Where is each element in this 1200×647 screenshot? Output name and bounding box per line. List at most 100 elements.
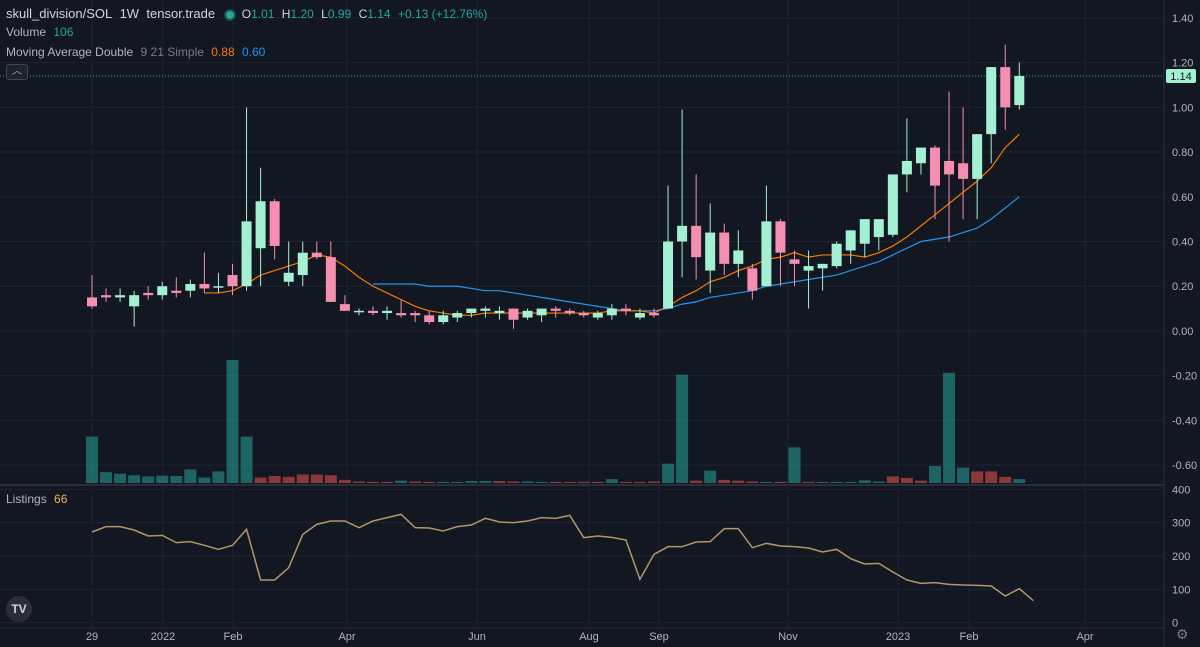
candle-body xyxy=(185,283,196,291)
volume-bar xyxy=(128,475,141,483)
time-tick-label: 2022 xyxy=(151,631,175,643)
listings-label: Listings xyxy=(6,492,47,506)
symbol-name[interactable]: skull_division/SOL xyxy=(6,6,113,21)
candle-body xyxy=(649,313,659,316)
candle-body xyxy=(424,315,435,322)
gear-icon[interactable]: ⚙ xyxy=(1176,626,1189,642)
volume-bar xyxy=(170,476,183,483)
time-tick-label: 29 xyxy=(86,631,98,643)
volume-bar xyxy=(310,474,323,483)
candle-body xyxy=(129,295,140,307)
volume-bar xyxy=(858,480,871,483)
candle-body xyxy=(972,134,983,179)
candle-body xyxy=(873,219,884,238)
chevron-up-icon: ︿ xyxy=(12,66,22,77)
candle-body xyxy=(283,272,294,282)
listings-line xyxy=(91,513,1034,602)
time-tick-label: Feb xyxy=(224,631,243,643)
last-price-tag xyxy=(1166,69,1196,84)
volume-bar xyxy=(732,480,745,483)
volume-value: 106 xyxy=(53,25,74,39)
candle-body xyxy=(382,310,393,314)
volume-bar xyxy=(774,481,787,483)
volume-bar xyxy=(100,472,113,483)
volume-bar xyxy=(479,481,492,483)
time-tick-label: 2023 xyxy=(886,631,910,643)
volume-bar xyxy=(142,476,155,483)
volume-bar xyxy=(746,481,759,483)
last-price-tag-label: 1.14 xyxy=(1170,71,1191,83)
tradingview-logo[interactable]: TV xyxy=(6,596,32,622)
candle-body xyxy=(958,163,969,179)
volume-legend[interactable]: Volume 106 xyxy=(6,25,77,39)
candle-body xyxy=(606,308,617,316)
candle-body xyxy=(522,310,533,318)
candle-body xyxy=(986,67,997,135)
volume-bar xyxy=(184,469,197,483)
interval-label[interactable]: 1W xyxy=(119,6,140,21)
candle-body xyxy=(157,286,168,296)
candle-body xyxy=(396,313,407,316)
candle-body xyxy=(101,295,112,298)
candle-body xyxy=(466,308,477,314)
change-value: +0.13 (+12.76%) xyxy=(397,7,488,21)
volume-bar xyxy=(507,481,520,483)
listings-legend[interactable]: Listings 66 xyxy=(6,492,71,506)
price-tick-label: 0.00 xyxy=(1172,326,1193,338)
candle-body xyxy=(508,308,519,320)
volume-bar xyxy=(395,480,408,483)
candle-body xyxy=(859,219,870,244)
volume-bar xyxy=(844,481,857,483)
candle-body xyxy=(255,201,266,249)
volume-bar xyxy=(690,480,703,483)
volume-bar xyxy=(198,477,211,483)
price-tick-label: 0.20 xyxy=(1172,281,1193,293)
volume-bar xyxy=(521,481,534,483)
volume-bar xyxy=(549,481,562,483)
collapse-legend-button[interactable]: ︿ xyxy=(6,64,28,80)
candle-body xyxy=(410,313,421,316)
candle-body xyxy=(789,259,800,264)
listings-pane xyxy=(91,513,1034,602)
low-value: 0.99 xyxy=(327,7,352,21)
candle-body xyxy=(775,221,786,253)
ma-slow-line xyxy=(373,196,1020,312)
price-tick-label: 1.20 xyxy=(1172,58,1193,70)
volume-bar xyxy=(282,476,295,483)
volume-label: Volume xyxy=(6,25,47,39)
candle-body xyxy=(803,266,814,271)
volume-bar xyxy=(676,374,689,483)
candle-body xyxy=(143,292,154,296)
ma-label: Moving Average Double xyxy=(6,45,134,59)
symbol-legend: skull_division/SOL 1W tensor.trade O1.01… xyxy=(6,6,491,21)
time-tick-label: Apr xyxy=(1076,631,1093,643)
candle-body xyxy=(115,295,126,298)
candle-body xyxy=(747,268,758,291)
ma-slow-value: 0.60 xyxy=(241,45,266,59)
candle-body xyxy=(705,232,716,271)
volume-bar xyxy=(802,481,815,483)
price-tick-label: -0.60 xyxy=(1172,460,1197,472)
candle-body xyxy=(452,313,463,318)
open-label: O xyxy=(241,7,252,21)
volume-bar xyxy=(212,471,225,483)
volume-bar xyxy=(718,479,731,483)
volume-bar xyxy=(591,481,604,483)
candle-body xyxy=(87,297,97,307)
price-tick-label: -0.40 xyxy=(1172,415,1197,427)
price-tick-label: -0.20 xyxy=(1172,371,1197,383)
listings-tick-label: 400 xyxy=(1172,484,1190,496)
volume-bar xyxy=(605,479,618,483)
candle-body xyxy=(227,275,238,287)
time-tick-label: Feb xyxy=(960,631,979,643)
high-label: H xyxy=(281,7,291,21)
listings-tick-label: 200 xyxy=(1172,551,1190,563)
volume-bar xyxy=(577,481,590,483)
price-tick-label: 0.60 xyxy=(1172,192,1193,204)
candle-body xyxy=(930,147,940,186)
volume-bar xyxy=(240,436,253,483)
candle-body xyxy=(325,257,336,302)
volume-bar xyxy=(254,477,267,483)
ma-legend[interactable]: Moving Average Double 9 21 Simple 0.88 0… xyxy=(6,45,269,59)
